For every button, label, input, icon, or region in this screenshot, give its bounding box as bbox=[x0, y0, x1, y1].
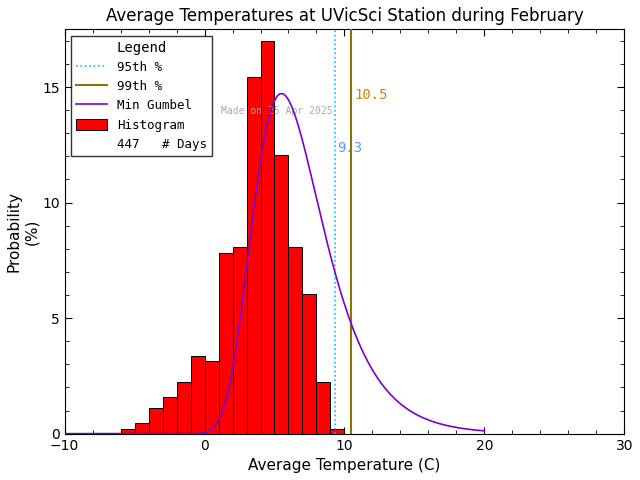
X-axis label: Average Temperature (C): Average Temperature (C) bbox=[248, 458, 441, 473]
Bar bbox=[316, 382, 330, 433]
Y-axis label: Probability
(%): Probability (%) bbox=[7, 191, 39, 272]
Bar bbox=[163, 397, 177, 433]
Bar bbox=[275, 155, 289, 433]
Bar bbox=[218, 252, 232, 433]
Bar bbox=[120, 429, 134, 433]
Bar bbox=[205, 361, 218, 433]
Bar bbox=[330, 429, 344, 433]
Bar bbox=[134, 423, 148, 433]
Bar bbox=[148, 408, 163, 433]
Text: 10.5: 10.5 bbox=[355, 87, 388, 102]
Text: 9.3: 9.3 bbox=[337, 141, 363, 155]
Text: Made on 25 Apr 2025: Made on 25 Apr 2025 bbox=[221, 106, 333, 116]
Bar bbox=[191, 356, 205, 433]
Bar bbox=[260, 41, 275, 433]
Bar bbox=[177, 382, 191, 433]
Bar bbox=[232, 247, 246, 433]
Legend: 95th %, 99th %, Min Gumbel, Histogram, 447   # Days: 95th %, 99th %, Min Gumbel, Histogram, 4… bbox=[71, 36, 212, 156]
Bar bbox=[246, 77, 260, 433]
Title: Average Temperatures at UVicSci Station during February: Average Temperatures at UVicSci Station … bbox=[106, 7, 583, 25]
Bar bbox=[303, 294, 316, 433]
Bar bbox=[289, 247, 303, 433]
